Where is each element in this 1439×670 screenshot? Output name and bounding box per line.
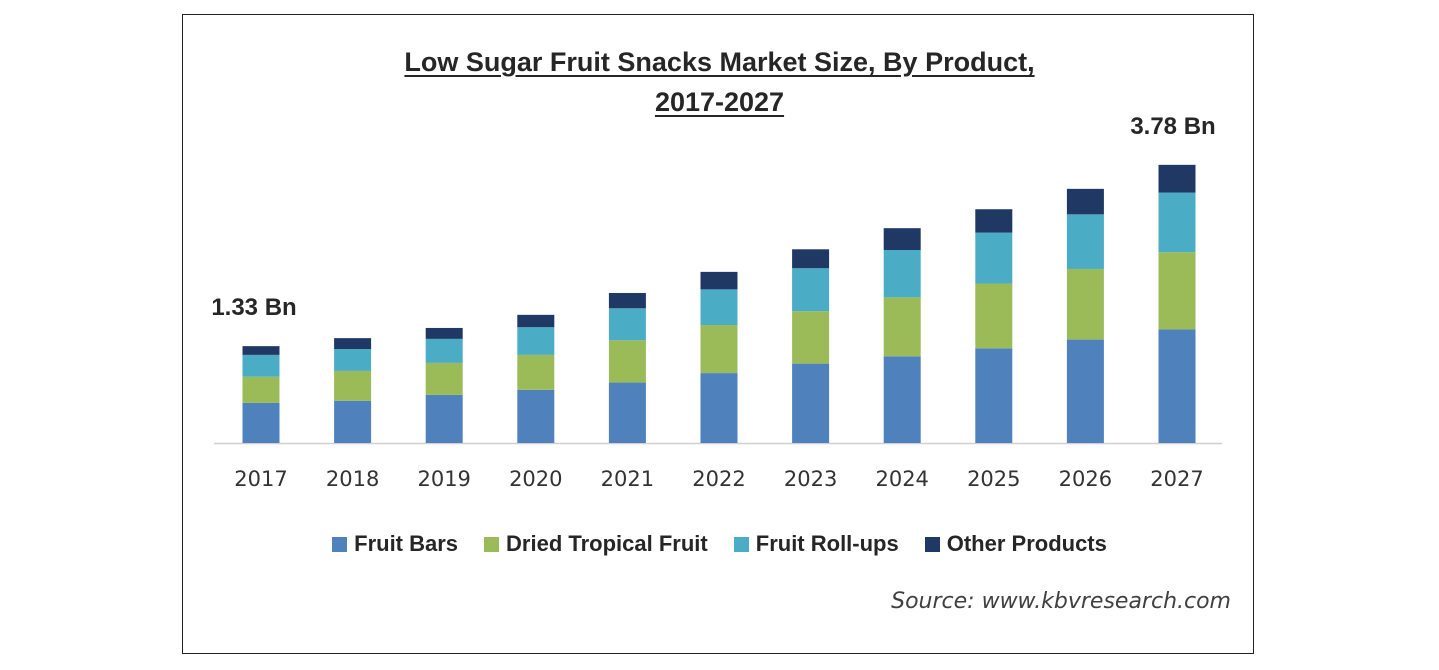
x-tick-label-2018: 2018	[326, 467, 379, 491]
bar-2027-fruit-roll-ups	[1158, 192, 1196, 253]
legend-item-other-products: Other Products	[924, 531, 1107, 557]
bar-2019-fruit-bars	[425, 394, 463, 443]
bar-2018-fruit-roll-ups	[334, 349, 372, 371]
bar-2024-fruit-roll-ups	[883, 250, 921, 298]
bar-2022-dried-tropical-fruit	[700, 325, 738, 374]
legend-swatch	[484, 536, 500, 552]
x-tick-label-2025: 2025	[967, 467, 1020, 491]
bar-2017-dried-tropical-fruit	[242, 376, 280, 403]
legend-item-dried-tropical-fruit: Dried Tropical Fruit	[484, 531, 708, 557]
legend-label: Fruit Bars	[354, 531, 459, 556]
bar-2020-dried-tropical-fruit	[517, 354, 555, 390]
x-tick-label-2020: 2020	[509, 467, 562, 491]
x-tick-label-2027: 2027	[1150, 467, 1203, 491]
legend-item-fruit-bars: Fruit Bars	[332, 531, 458, 557]
bar-2021-fruit-roll-ups	[608, 308, 646, 341]
bar-2024-dried-tropical-fruit	[883, 297, 921, 357]
legend-swatch	[924, 536, 940, 552]
chart-title-line-2: 2017-2027	[654, 87, 785, 117]
bar-2026-other-products	[1066, 188, 1104, 215]
chart-title-line-1: Low Sugar Fruit Snacks Market Size, By P…	[404, 47, 1035, 77]
bar-2018-fruit-bars	[334, 400, 372, 443]
bar-2023-dried-tropical-fruit	[792, 311, 830, 364]
bar-2025-fruit-roll-ups	[975, 232, 1013, 284]
legend-item-fruit-roll-ups: Fruit Roll-ups	[733, 531, 899, 557]
bar-2019-fruit-roll-ups	[425, 338, 463, 363]
x-tick-label-2024: 2024	[875, 467, 928, 491]
bar-2018-other-products	[334, 338, 372, 350]
bar-2022-fruit-roll-ups	[700, 289, 738, 326]
bar-2023-other-products	[792, 249, 830, 269]
bar-2017-fruit-roll-ups	[242, 354, 280, 377]
bar-2023-fruit-bars	[792, 363, 830, 443]
chart-legend: Fruit Bars Dried Tropical Fruit Fruit Roll…	[0, 531, 1439, 558]
x-tick-label-2017: 2017	[234, 467, 287, 491]
bar-2026-fruit-bars	[1066, 339, 1104, 443]
legend-swatch	[733, 536, 749, 552]
bar-2024-other-products	[883, 228, 921, 251]
x-tick-label-2022: 2022	[692, 467, 745, 491]
bar-2017-other-products	[242, 346, 280, 355]
bar-2024-fruit-bars	[883, 356, 921, 443]
bar-2026-fruit-roll-ups	[1066, 214, 1104, 269]
bar-2018-dried-tropical-fruit	[334, 370, 372, 401]
annotation-total-2017: 1.33 Bn	[211, 294, 296, 321]
bar-2027-dried-tropical-fruit	[1158, 252, 1196, 330]
bar-2021-fruit-bars	[608, 382, 646, 443]
annotation-total-2027: 3.78 Bn	[1130, 113, 1215, 140]
chart-title: Low Sugar Fruit Snacks Market Size, By P…	[0, 42, 1439, 122]
bar-2020-fruit-bars	[517, 389, 555, 443]
bar-2025-other-products	[975, 209, 1013, 233]
x-tick-label-2023: 2023	[784, 467, 837, 491]
bar-2019-dried-tropical-fruit	[425, 362, 463, 395]
bar-2017-fruit-bars	[242, 402, 280, 443]
bar-2022-other-products	[700, 271, 738, 290]
bar-2025-dried-tropical-fruit	[975, 283, 1013, 349]
legend-label: Fruit Roll-ups	[755, 531, 899, 556]
source-note: Source: www.kbvresearch.com	[891, 589, 1231, 614]
bar-2020-other-products	[517, 314, 555, 328]
x-tick-label-2026: 2026	[1059, 467, 1112, 491]
bar-2020-fruit-roll-ups	[517, 327, 555, 355]
legend-label: Other Products	[946, 531, 1107, 556]
bar-2022-fruit-bars	[700, 373, 738, 443]
bar-2021-dried-tropical-fruit	[608, 340, 646, 383]
legend-label: Dried Tropical Fruit	[506, 531, 708, 556]
bar-2027-other-products	[1158, 164, 1196, 193]
bar-2021-other-products	[608, 292, 646, 309]
bar-2019-other-products	[425, 327, 463, 339]
x-tick-label-2019: 2019	[417, 467, 470, 491]
bar-2026-dried-tropical-fruit	[1066, 268, 1104, 340]
bar-2025-fruit-bars	[975, 348, 1013, 443]
x-tick-label-2021: 2021	[601, 467, 654, 491]
legend-swatch	[332, 536, 348, 552]
bar-2027-fruit-bars	[1158, 329, 1196, 443]
bar-2023-fruit-roll-ups	[792, 268, 830, 312]
